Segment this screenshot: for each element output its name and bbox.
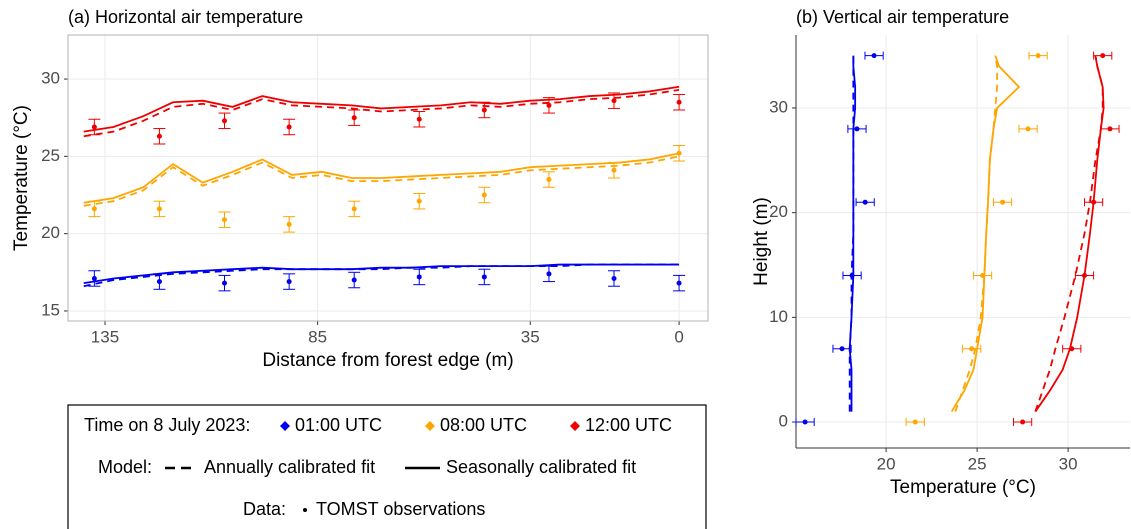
observation-point bbox=[416, 198, 422, 204]
y-tick-label: 10 bbox=[769, 307, 788, 326]
observation-point bbox=[1000, 199, 1006, 205]
x-tick-label: 0 bbox=[674, 327, 683, 346]
observation-point bbox=[854, 126, 860, 132]
legend-dot bbox=[303, 508, 307, 512]
annual-fit-line bbox=[83, 88, 680, 138]
legend-seasonal: Seasonally calibrated fit bbox=[446, 457, 636, 477]
observation-point bbox=[221, 217, 227, 223]
annual-fit-line bbox=[83, 155, 680, 207]
observation-point bbox=[481, 274, 487, 280]
observation-point bbox=[676, 99, 682, 105]
x-tick-label: 20 bbox=[877, 454, 896, 473]
seasonal-fit-line bbox=[1034, 55, 1105, 413]
observation-point bbox=[351, 277, 357, 283]
observation-point bbox=[286, 124, 292, 130]
observation-point bbox=[416, 274, 422, 280]
observation-point bbox=[416, 116, 422, 122]
x-tick-label: 25 bbox=[968, 454, 987, 473]
observation-point bbox=[91, 206, 97, 212]
legend-obs: TOMST observations bbox=[316, 499, 485, 519]
x-tick-label: 135 bbox=[91, 327, 119, 346]
observation-point bbox=[1020, 419, 1026, 425]
observation-point bbox=[969, 346, 975, 352]
observation-point bbox=[980, 272, 986, 278]
observation-point bbox=[871, 53, 877, 59]
observation-point bbox=[862, 199, 868, 205]
observation-point bbox=[1025, 126, 1031, 132]
observation-point bbox=[546, 177, 552, 183]
observation-point bbox=[1107, 126, 1113, 132]
observation-point bbox=[546, 102, 552, 108]
observation-point bbox=[91, 275, 97, 281]
y-tick-label: 25 bbox=[41, 146, 60, 165]
observation-point bbox=[1069, 346, 1075, 352]
y-tick-label: 30 bbox=[41, 69, 60, 88]
panel-border bbox=[67, 34, 709, 322]
observation-point bbox=[156, 133, 162, 139]
y-axis-label: Height (m) bbox=[751, 197, 772, 286]
observation-point bbox=[156, 279, 162, 285]
x-tick-label: 85 bbox=[308, 327, 327, 346]
observation-point bbox=[221, 118, 227, 124]
observation-point bbox=[286, 279, 292, 285]
observation-point bbox=[546, 271, 552, 277]
legend-diamond bbox=[280, 421, 290, 431]
legend-diamond bbox=[570, 421, 580, 431]
observation-point bbox=[849, 272, 855, 278]
observation-point bbox=[1091, 199, 1097, 205]
legend-data-title: Data: bbox=[243, 499, 286, 519]
legend-model-title: Model: bbox=[98, 457, 152, 477]
legend-diamond bbox=[425, 421, 435, 431]
observation-point bbox=[676, 280, 682, 286]
observation-point bbox=[351, 206, 357, 212]
observation-point bbox=[611, 275, 617, 281]
y-axis-label: Temperature (°C) bbox=[11, 105, 32, 251]
legend-series: 08:00 UTC bbox=[440, 415, 527, 435]
legend-series: 12:00 UTC bbox=[585, 415, 672, 435]
observation-point bbox=[351, 115, 357, 121]
observation-point bbox=[1081, 272, 1087, 278]
y-tick-label: 20 bbox=[41, 223, 60, 242]
annual-fit-line bbox=[1034, 55, 1104, 412]
seasonal-fit-line bbox=[83, 85, 680, 133]
observation-point bbox=[481, 107, 487, 113]
observation-point bbox=[611, 167, 617, 173]
seasonal-fit-line bbox=[848, 55, 857, 412]
observation-point bbox=[221, 280, 227, 286]
x-tick-label: 30 bbox=[1059, 454, 1078, 473]
observation-point bbox=[802, 419, 808, 425]
y-tick-label: 15 bbox=[41, 300, 60, 319]
panel-title: (b) Vertical air temperature bbox=[796, 7, 1009, 27]
legend-title: Time on 8 July 2023: bbox=[84, 415, 250, 435]
seasonal-fit-line bbox=[950, 55, 1021, 413]
observation-point bbox=[1035, 53, 1041, 59]
legend-box bbox=[67, 404, 707, 529]
y-tick-label: 20 bbox=[769, 202, 788, 221]
observation-point bbox=[481, 192, 487, 198]
legend-series: 01:00 UTC bbox=[295, 415, 382, 435]
observation-point bbox=[676, 150, 682, 156]
observation-point bbox=[1100, 53, 1106, 59]
y-tick-label: 0 bbox=[779, 412, 788, 431]
observation-point bbox=[611, 98, 617, 104]
seasonal-fit-line bbox=[83, 152, 680, 204]
observation-point bbox=[91, 124, 97, 130]
x-axis-label: Temperature (°C) bbox=[890, 477, 1036, 498]
x-tick-label: 35 bbox=[521, 327, 540, 346]
observation-point bbox=[912, 419, 918, 425]
observation-point bbox=[286, 221, 292, 227]
y-tick-label: 30 bbox=[769, 97, 788, 116]
seasonal-fit-line bbox=[83, 263, 680, 285]
observation-point bbox=[839, 346, 845, 352]
legend-annual: Annually calibrated fit bbox=[204, 457, 375, 477]
x-axis-label: Distance from forest edge (m) bbox=[262, 350, 513, 371]
observation-point bbox=[156, 206, 162, 212]
panel-title: (a) Horizontal air temperature bbox=[68, 7, 303, 27]
